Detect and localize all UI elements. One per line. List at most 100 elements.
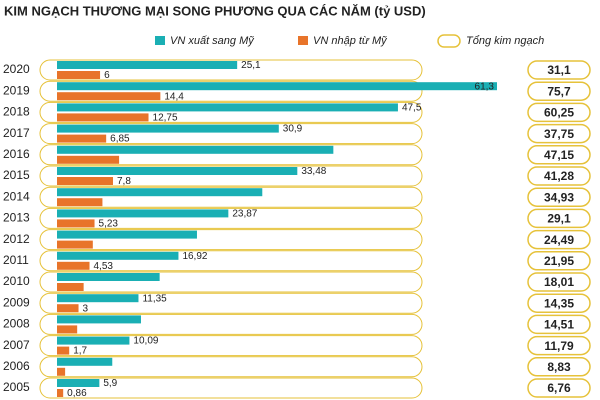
bar xyxy=(57,325,78,334)
bar xyxy=(57,124,279,133)
category-label: 2013 xyxy=(3,211,30,225)
total-label: 6,76 xyxy=(547,381,571,395)
total-box xyxy=(527,81,591,101)
category-label: 2015 xyxy=(3,168,30,182)
row-frame xyxy=(39,335,423,357)
total-label: 41,28 xyxy=(544,169,574,183)
bar xyxy=(57,71,101,79)
bar xyxy=(57,389,64,397)
bar xyxy=(57,177,113,185)
bar xyxy=(57,167,298,175)
row-frame xyxy=(39,271,423,293)
total-box xyxy=(527,335,591,356)
data-label: 30,9 xyxy=(283,124,303,135)
row-frame xyxy=(39,229,423,251)
legend-label: Tổng kim ngạch xyxy=(466,35,544,47)
data-label: 5,9 xyxy=(103,378,117,389)
row-frame xyxy=(39,207,423,229)
data-label: 1,7 xyxy=(73,346,87,357)
data-label: 6,85 xyxy=(110,134,130,145)
total-label: 14,35 xyxy=(544,296,574,310)
total-box xyxy=(527,293,591,313)
data-label: 6 xyxy=(104,70,110,81)
bar xyxy=(57,82,497,91)
data-label: 12,75 xyxy=(153,113,178,124)
bar xyxy=(57,134,107,143)
row-frame xyxy=(39,313,423,335)
category-label: 2014 xyxy=(3,189,30,203)
row-frame xyxy=(39,377,423,399)
bar xyxy=(57,346,70,355)
category-label: 2011 xyxy=(3,253,29,267)
total-box xyxy=(527,357,591,377)
row-frame xyxy=(39,250,423,272)
bar xyxy=(57,188,263,197)
data-label: 47,5 xyxy=(402,103,422,114)
data-label: 7,8 xyxy=(117,176,131,187)
legend-swatch xyxy=(298,36,308,45)
total-box xyxy=(527,272,591,292)
bar xyxy=(57,283,84,291)
bar xyxy=(57,251,179,260)
data-label: 61,3 xyxy=(475,81,495,92)
total-box xyxy=(527,102,591,123)
legend-label: VN xuất sang Mỹ xyxy=(170,35,255,47)
total-label: 8,83 xyxy=(547,360,571,374)
bar xyxy=(57,357,113,366)
category-label: 2010 xyxy=(3,274,30,288)
row-frame xyxy=(39,292,423,314)
category-label: 2007 xyxy=(3,338,30,352)
total-box xyxy=(527,378,591,398)
total-box xyxy=(527,208,591,229)
row-frame xyxy=(39,356,423,378)
row-frame xyxy=(39,165,423,187)
total-label: 18,01 xyxy=(544,275,574,289)
category-label: 2016 xyxy=(3,147,30,161)
category-label: 2012 xyxy=(3,232,30,246)
total-box xyxy=(527,229,591,250)
total-label: 31,1 xyxy=(547,63,571,77)
category-label: 2009 xyxy=(3,295,30,309)
row-frame xyxy=(39,101,423,123)
data-label: 25,1 xyxy=(241,60,261,71)
bar xyxy=(57,219,95,228)
total-label: 29,1 xyxy=(547,212,571,226)
total-label: 24,49 xyxy=(544,233,574,247)
total-box xyxy=(527,166,591,186)
total-label: 14,51 xyxy=(544,318,574,332)
total-box xyxy=(527,314,591,335)
total-label: 37,75 xyxy=(544,127,574,141)
legend-label: VN nhập từ Mỹ xyxy=(313,35,388,47)
data-label: 33,48 xyxy=(301,166,326,177)
category-label: 2006 xyxy=(3,359,30,373)
bar xyxy=(57,294,139,303)
total-box xyxy=(527,251,591,271)
row-frame xyxy=(39,123,423,145)
total-label: 34,93 xyxy=(544,190,574,204)
bar xyxy=(57,113,149,122)
row-frame xyxy=(39,59,423,81)
bar xyxy=(57,103,398,112)
total-label: 11,79 xyxy=(544,339,574,353)
legend-swatch xyxy=(155,36,165,45)
total-box xyxy=(527,123,591,144)
data-label: 23,87 xyxy=(232,209,257,220)
category-label: 2017 xyxy=(3,126,30,140)
bar xyxy=(57,240,93,249)
data-label: 5,23 xyxy=(99,219,119,230)
bar xyxy=(57,273,160,281)
data-label: 16,92 xyxy=(182,251,207,262)
bar xyxy=(57,379,100,387)
row-frame xyxy=(39,80,423,102)
data-label: 0,86 xyxy=(67,388,87,399)
data-label: 10,09 xyxy=(133,336,158,347)
data-label: 11,35 xyxy=(142,293,167,304)
data-label: 3 xyxy=(83,303,89,314)
bar xyxy=(57,155,120,164)
bar xyxy=(57,304,79,313)
category-label: 2018 xyxy=(3,105,30,119)
chart-title: KIM NGẠCH THƯƠNG MẠI SONG PHƯƠNG QUA CÁC… xyxy=(4,3,426,18)
row-frame xyxy=(39,186,423,208)
